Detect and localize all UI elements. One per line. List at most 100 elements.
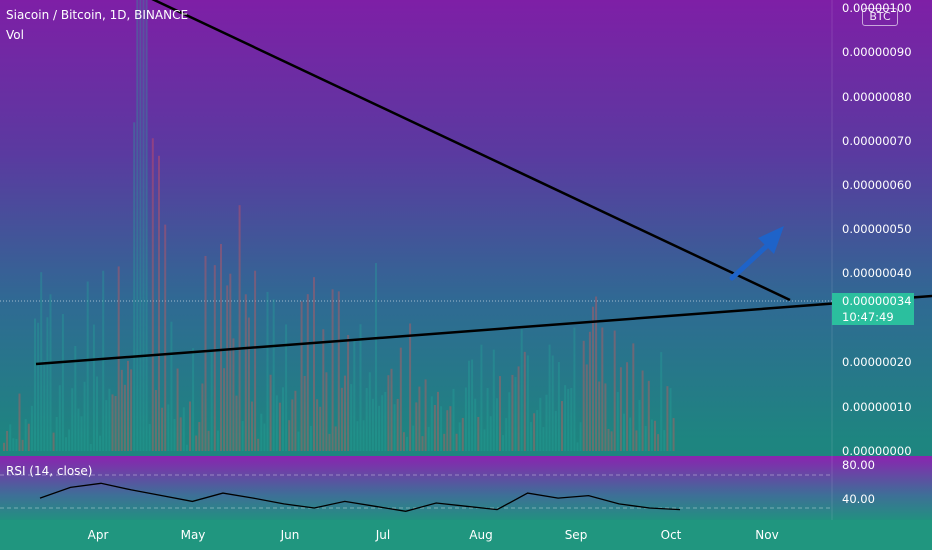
- volume-bar: [223, 368, 226, 451]
- series-title: Siacoin / Bitcoin, 1D, BINANCE: [6, 8, 189, 22]
- volume-bar: [325, 372, 328, 451]
- volume-bar: [564, 385, 567, 451]
- volume-bar: [294, 390, 297, 451]
- lower-trendline[interactable]: [35, 294, 932, 366]
- volume-bar: [229, 273, 232, 451]
- volume-bar: [170, 321, 173, 451]
- volume-bar: [359, 324, 362, 451]
- volume-bar: [24, 419, 27, 451]
- volume-bar: [468, 360, 470, 451]
- volume-bar: [331, 289, 334, 451]
- volume-bar: [616, 392, 619, 451]
- volume-bar: [120, 369, 123, 451]
- volume-bar: [34, 318, 36, 451]
- volume-bar: [257, 438, 260, 451]
- volume-bar: [399, 347, 402, 451]
- volume-bar: [647, 380, 650, 451]
- rsi-pane[interactable]: RSI (14, close) 80.00 40.00: [0, 456, 932, 520]
- volume-bar: [43, 360, 46, 451]
- volume-bar: [551, 355, 554, 451]
- volume-bar: [30, 405, 33, 451]
- volume-bars: [3, 0, 675, 452]
- currency-badge[interactable]: BTC: [862, 8, 898, 26]
- rsi-axis-label: 80.00: [842, 458, 875, 472]
- volume-bar: [424, 379, 427, 451]
- volume-axis-label: 0.00000010: [842, 400, 912, 414]
- volume-bar: [74, 345, 77, 451]
- volume-bar: [195, 435, 198, 451]
- volume-bar: [635, 430, 638, 451]
- volume-bar: [561, 401, 563, 451]
- volume-bar: [660, 352, 663, 451]
- x-axis-label: Apr: [87, 528, 109, 542]
- volume-bar: [213, 265, 216, 451]
- volume-bar: [356, 421, 359, 451]
- volume-bar: [492, 349, 495, 451]
- volume-bar: [61, 314, 64, 451]
- volume-bar: [409, 323, 412, 451]
- volume-bar: [390, 368, 393, 451]
- volume-bar: [303, 375, 306, 451]
- volume-bar: [49, 294, 52, 451]
- volume-bar: [96, 376, 98, 451]
- volume-bar: [421, 436, 424, 451]
- volume-bar: [365, 388, 368, 451]
- volume-bar: [226, 285, 229, 451]
- volume-bar: [378, 405, 381, 451]
- volume-bar: [263, 423, 266, 451]
- volume-bar: [154, 390, 157, 451]
- volume-bar: [412, 425, 415, 451]
- volume-bar: [623, 413, 625, 451]
- price-axis-label: 0.00000060: [842, 178, 912, 192]
- volume-bar: [638, 399, 641, 451]
- volume-bar: [288, 420, 291, 451]
- volume-bar: [514, 377, 517, 451]
- volume-bar: [511, 374, 514, 451]
- volume-bar: [446, 410, 449, 451]
- volume-bar: [340, 387, 343, 451]
- volume-bar: [46, 317, 49, 451]
- volume-bar: [235, 395, 238, 451]
- volume-bar: [260, 413, 263, 451]
- volume-bar: [663, 430, 666, 451]
- volume-bar: [65, 437, 67, 451]
- volume-bar: [588, 331, 591, 451]
- volume-bar: [595, 296, 598, 451]
- volume-bar: [430, 396, 433, 451]
- volume-bar: [641, 370, 644, 451]
- volume-bar: [254, 270, 257, 451]
- price-axis-label: 0.00000090: [842, 45, 912, 59]
- volume-bar: [495, 398, 498, 451]
- price-chart[interactable]: [0, 0, 932, 456]
- volume-bar: [437, 391, 439, 451]
- volume-bar: [474, 398, 477, 451]
- volume-bar: [247, 317, 250, 451]
- volume-bar: [201, 383, 204, 451]
- volume-bar: [266, 291, 269, 451]
- volume-bar: [604, 383, 607, 451]
- volume-bar: [489, 416, 492, 451]
- breakout-arrow[interactable]: [729, 226, 784, 281]
- volume-bar: [539, 397, 542, 451]
- volume-bar: [251, 401, 253, 451]
- volume-bar: [387, 375, 390, 451]
- volume-bar: [111, 394, 114, 451]
- volume-bar: [576, 442, 579, 451]
- volume-bar: [92, 324, 95, 451]
- x-axis-label: Oct: [660, 528, 682, 542]
- volume-bar: [669, 388, 672, 451]
- upper-trendline[interactable]: [150, 0, 791, 302]
- volume-bar: [523, 351, 526, 451]
- volume-bar: [554, 410, 557, 451]
- volume-bar: [15, 439, 18, 451]
- price-axis-label: 0.00000050: [842, 222, 912, 236]
- volume-bar: [334, 426, 337, 451]
- last-price-value: 0.00000034: [842, 294, 912, 308]
- volume-bar: [12, 438, 15, 451]
- volume-bar: [613, 330, 616, 451]
- volume-bar: [9, 424, 12, 451]
- volume-bar: [123, 384, 126, 451]
- time-axis[interactable]: Apr May Jun Jul Aug Sep Oct Nov: [0, 520, 932, 550]
- volume-bar: [650, 419, 653, 451]
- volume-bar: [297, 431, 300, 451]
